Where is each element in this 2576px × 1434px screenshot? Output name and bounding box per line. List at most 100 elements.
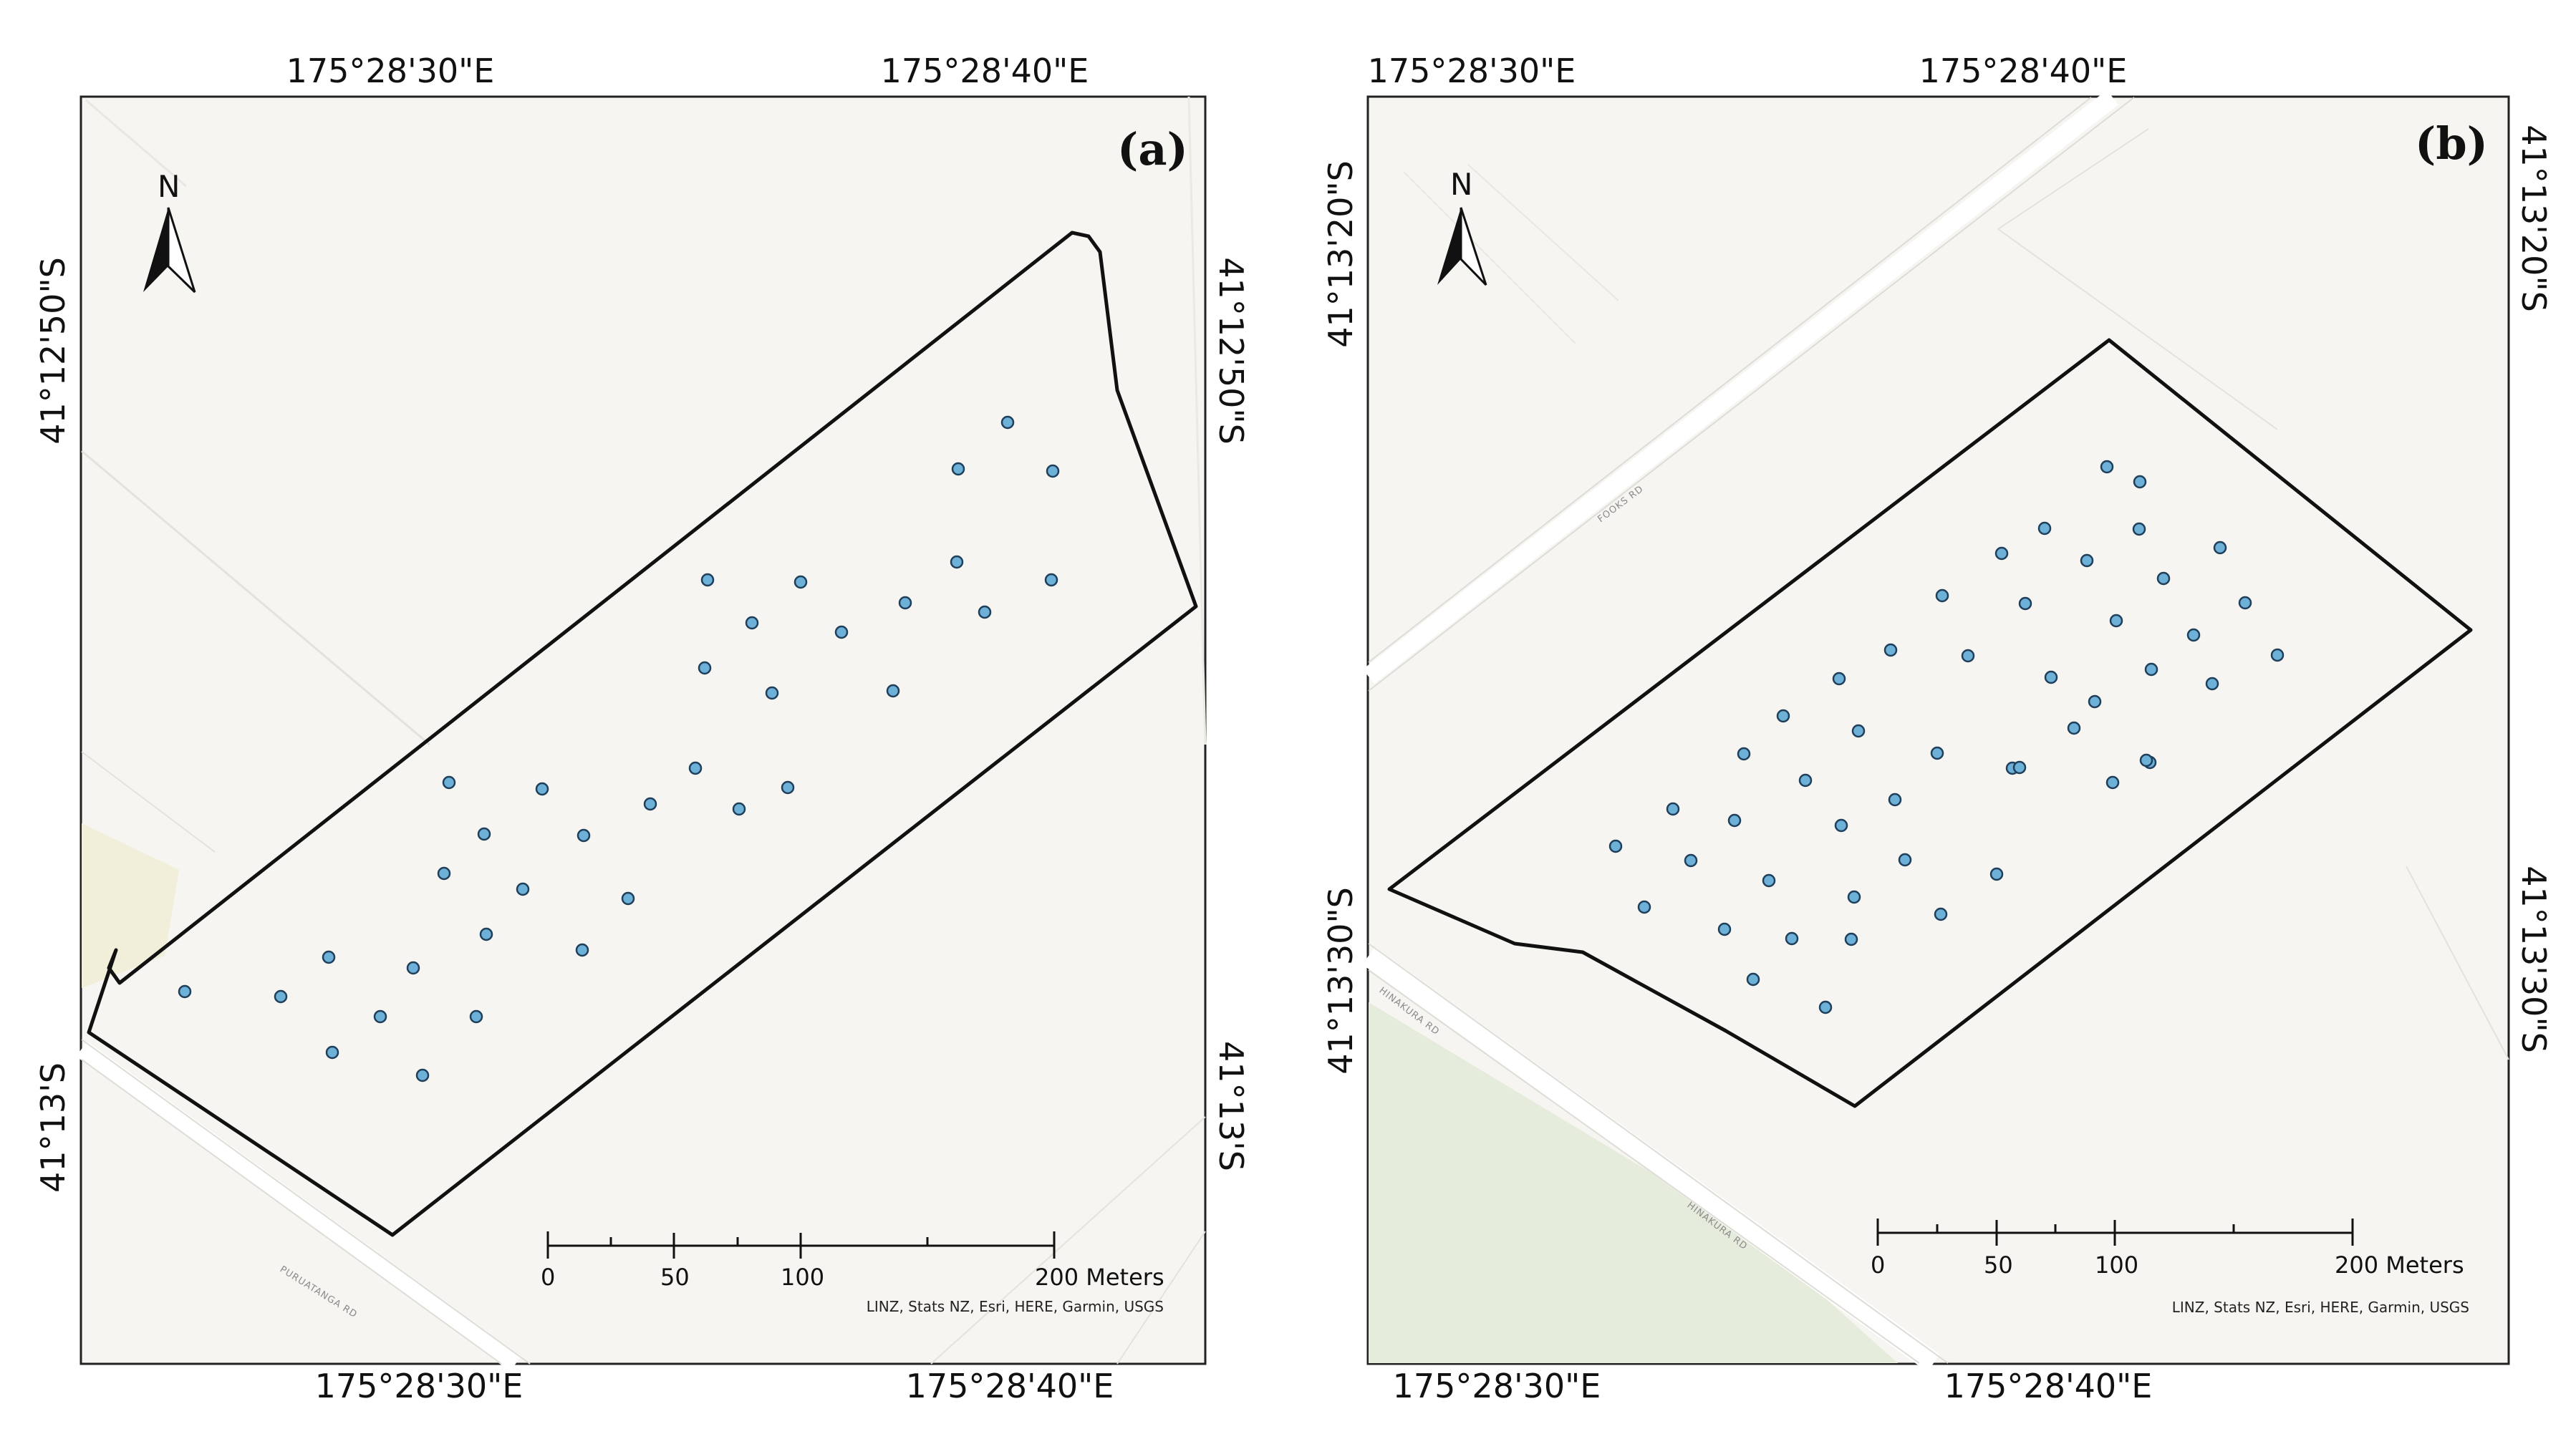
scale-tick-b-2: 100 xyxy=(2095,1251,2138,1279)
b-sample-point-40 xyxy=(1762,873,1776,888)
b-sample-point-35 xyxy=(1834,818,1848,833)
bottom-coord-b-1: 175°28'40"E xyxy=(1944,1367,2153,1405)
a-sample-point-16 xyxy=(732,802,746,816)
a-sample-point-18 xyxy=(442,775,456,790)
a-sample-point-23 xyxy=(516,882,530,896)
b-sample-point-19 xyxy=(2088,694,2102,709)
b-sample-point-23 xyxy=(1930,746,1944,760)
left-coord-a-1: 41°13'S xyxy=(34,1062,72,1193)
b-sample-point-15 xyxy=(1961,649,1975,663)
b-sample-point-32 xyxy=(1666,802,1680,816)
b-sample-point-16 xyxy=(2044,670,2058,684)
scale-tick-b-3: 200 Meters xyxy=(2335,1251,2464,1279)
b-sample-point-38 xyxy=(1608,839,1623,853)
b-sample-point-33 xyxy=(1727,813,1742,828)
map-panel-a: PURUATANGA RD N (a) 0 50 100 200 Meters … xyxy=(34,52,1250,1405)
left-coord-a-0: 41°12'50"S xyxy=(34,257,72,445)
b-sample-point-18 xyxy=(1832,672,1846,686)
background-features-b xyxy=(1362,89,2509,1372)
sample-points-b xyxy=(1608,460,2285,1014)
b-sample-point-13 xyxy=(2270,648,2285,662)
a-sample-point-5 xyxy=(978,605,992,619)
top-coord-b-1: 175°28'40"E xyxy=(1919,52,2128,90)
b-sample-point-29 xyxy=(2012,760,2027,775)
a-sample-point-13 xyxy=(886,684,900,698)
b-sample-point-5 xyxy=(2213,541,2227,555)
b-sample-point-27 xyxy=(1798,773,1813,788)
b-sample-point-8 xyxy=(1935,588,1949,603)
north-arrow-icon xyxy=(143,208,168,292)
scale-tick-a-0: 0 xyxy=(541,1264,555,1291)
north-arrow-icon-outline xyxy=(167,207,196,294)
scale-bar-b: 0 50 100 200 Meters xyxy=(1871,1219,2464,1279)
a-sample-point-9 xyxy=(745,616,759,630)
a-sample-point-32 xyxy=(373,1009,387,1024)
a-sample-point-10 xyxy=(834,625,849,639)
north-arrow-a: N xyxy=(143,169,196,294)
b-sample-point-26 xyxy=(1737,747,1751,761)
field-boundary-a xyxy=(87,231,1198,1237)
right-coord-a-1: 41°13'S xyxy=(1212,1041,1250,1171)
a-sample-point-12 xyxy=(765,686,779,700)
top-coord-b-0: 175°28'30"E xyxy=(1368,52,1576,90)
b-sample-point-2 xyxy=(1994,546,2009,561)
sample-points-a xyxy=(178,415,1060,1082)
b-sample-point-11 xyxy=(2238,596,2252,610)
b-sample-point-6 xyxy=(2080,553,2094,568)
b-sample-point-46 xyxy=(1746,972,1760,987)
a-sample-point-25 xyxy=(479,927,493,941)
a-sample-point-17 xyxy=(643,797,657,811)
b-sample-point-4 xyxy=(2132,522,2146,536)
b-sample-point-9 xyxy=(2018,596,2032,611)
a-sample-point-1 xyxy=(951,462,965,476)
b-sample-point-31 xyxy=(2139,753,2153,767)
bottom-coord-b-0: 175°28'30"E xyxy=(1393,1367,1601,1405)
map-panel-b: FOOKS RD HINAKURA RD HINAKURA RD N (b) 0… xyxy=(1321,52,2553,1405)
right-coord-b-0: 41°13'20"S xyxy=(2514,125,2553,312)
b-sample-point-37 xyxy=(1989,867,2004,881)
scale-tick-a-2: 100 xyxy=(781,1264,824,1291)
scale-tick-b-0: 0 xyxy=(1871,1251,1885,1279)
scale-tick-b-1: 50 xyxy=(1984,1251,2013,1279)
b-sample-point-3 xyxy=(2037,521,2052,536)
a-sample-point-15 xyxy=(781,780,795,795)
attribution-b: LINZ, Stats NZ, Esri, HERE, Garmin, USGS xyxy=(2172,1299,2469,1316)
a-sample-point-21 xyxy=(577,828,591,843)
top-coord-a-1: 175°28'40"E xyxy=(881,52,1089,90)
a-sample-point-22 xyxy=(437,866,451,881)
left-coord-b-0: 41°13'20"S xyxy=(1321,160,1360,348)
top-coord-a-0: 175°28'30"E xyxy=(286,52,495,90)
b-sample-point-7 xyxy=(2156,571,2171,586)
a-sample-point-27 xyxy=(322,950,336,964)
b-sample-point-45 xyxy=(1934,907,1948,921)
scale-tick-a-3: 200 Meters xyxy=(1035,1264,1164,1291)
b-sample-point-36 xyxy=(1898,853,1912,867)
b-sample-point-39 xyxy=(1684,853,1698,868)
b-sample-point-10 xyxy=(2109,614,2123,628)
b-sample-point-43 xyxy=(1785,931,1799,946)
north-arrow-icon xyxy=(1437,208,1461,285)
panel-label-a: (a) xyxy=(1117,123,1188,175)
a-sample-point-2 xyxy=(1046,464,1060,478)
a-sample-point-24 xyxy=(621,891,635,906)
b-sample-point-1 xyxy=(2133,475,2147,489)
b-sample-point-34 xyxy=(1888,793,1902,807)
left-coord-b-1: 41°13'30"S xyxy=(1321,887,1360,1075)
b-sample-point-20 xyxy=(2205,677,2219,691)
scale-bar-a: 0 50 100 200 Meters xyxy=(541,1231,1164,1291)
a-sample-point-11 xyxy=(698,661,712,675)
a-sample-point-33 xyxy=(325,1045,339,1060)
b-sample-point-30 xyxy=(2105,775,2120,790)
bottom-coord-a-0: 175°28'30"E xyxy=(315,1367,524,1405)
a-sample-point-7 xyxy=(700,573,715,587)
b-sample-point-41 xyxy=(1637,900,1651,914)
a-sample-point-8 xyxy=(793,575,808,589)
field-boundary-b xyxy=(1387,338,2473,1108)
b-sample-point-47 xyxy=(1818,1000,1833,1014)
b-sample-point-22 xyxy=(1851,724,1866,738)
b-sample-point-48 xyxy=(1844,932,1858,946)
a-sample-point-20 xyxy=(477,827,491,841)
b-sample-point-17 xyxy=(2144,662,2158,677)
a-sample-point-19 xyxy=(535,782,549,796)
